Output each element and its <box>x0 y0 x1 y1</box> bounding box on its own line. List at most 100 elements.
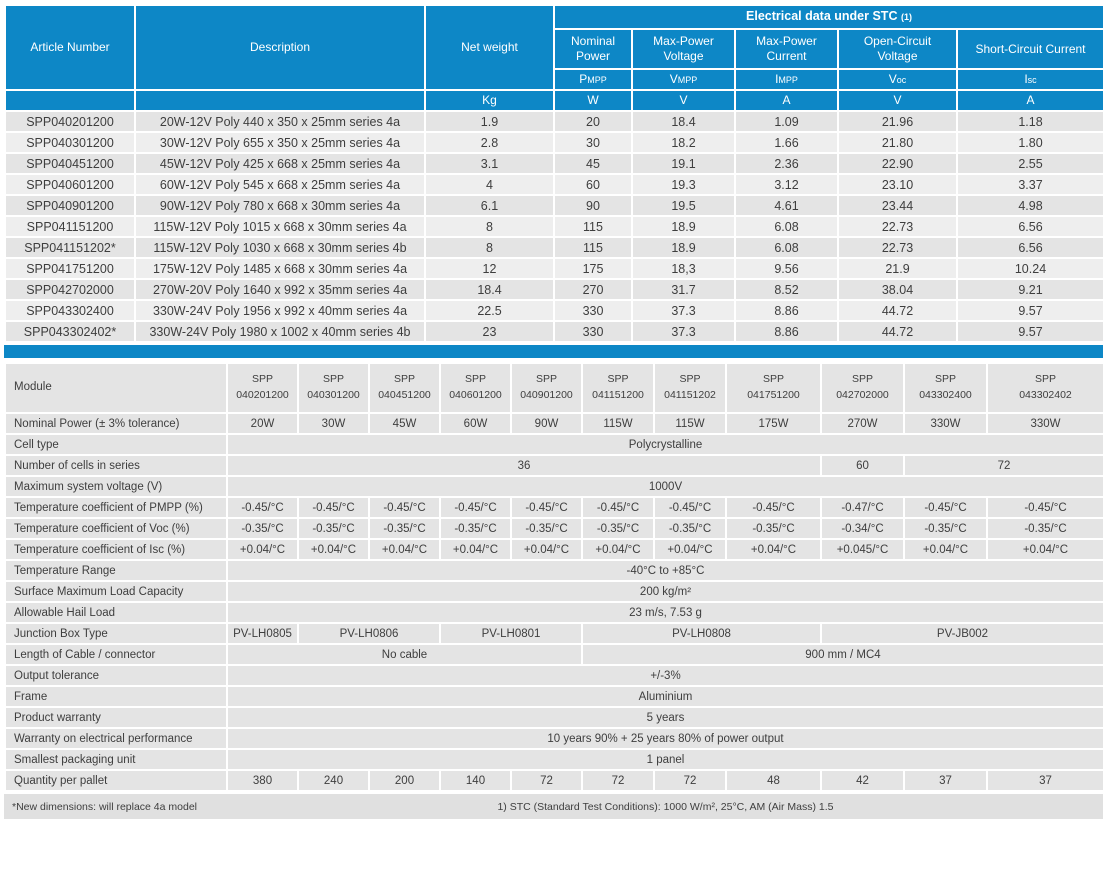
spec-value-cell: 72 <box>581 769 655 792</box>
article-number-cell: SPP043302402* <box>4 320 136 343</box>
spec-label: Frame <box>4 685 228 708</box>
spec-value-cell: 1 panel <box>226 748 1105 771</box>
article-number-header: Article Number <box>4 4 136 91</box>
description-cell: 90W-12V Poly 780 x 668 x 30mm series 4a <box>134 194 426 217</box>
spec-label: Nominal Power (± 3% tolerance) <box>4 412 228 435</box>
spec-value-cell: -0.45/°C <box>903 496 988 519</box>
spec-value-cell: +0.04/°C <box>986 538 1105 561</box>
spec-value-cell: -0.35/°C <box>903 517 988 540</box>
spec-row: Frame Aluminium <box>4 685 1105 708</box>
module-label: Module <box>4 362 228 414</box>
spec-value-cell: 270W <box>820 412 905 435</box>
spec-label: Temperature coefficient of PMPP (%) <box>4 496 228 519</box>
spec-value-cell: 240 <box>297 769 370 792</box>
spec-value-cell: 20W <box>226 412 299 435</box>
pmpp-unit: W <box>553 89 633 112</box>
spec-value-cell: 90W <box>510 412 583 435</box>
spec-value-cell: -0.45/°C <box>226 496 299 519</box>
spec-value-cell: +0.04/°C <box>439 538 512 561</box>
vmpp-cell: 18.4 <box>631 110 736 133</box>
spec-label: Number of cells in series <box>4 454 228 477</box>
voc-cell: 44.72 <box>837 299 958 322</box>
spec-label: Output tolerance <box>4 664 228 687</box>
description-cell: 270W-20V Poly 1640 x 992 x 35mm series 4… <box>134 278 426 301</box>
net-weight-cell: 12 <box>424 257 555 280</box>
spec-value-cell: 140 <box>439 769 512 792</box>
pmpp-cell: 20 <box>553 110 633 133</box>
spec-row: Warranty on electrical performance 10 yea… <box>4 727 1105 750</box>
voc-unit: V <box>837 89 958 112</box>
vmpp-unit: V <box>631 89 736 112</box>
max-power-current-header: Max-Power Current <box>734 28 839 70</box>
spec-row: Product warranty 5 years <box>4 706 1105 729</box>
vmpp-cell: 19.5 <box>631 194 736 217</box>
spec-row: Cell type Polycrystalline <box>4 433 1105 456</box>
impp-unit: A <box>734 89 839 112</box>
spec-value-cell: 30W <box>297 412 370 435</box>
vmpp-cell: 18.9 <box>631 236 736 259</box>
module-header-row: Module SPP 040201200 SPP 040301200 SPP 040451… <box>4 362 1105 414</box>
spec-row: Surface Maximum Load Capacity 200 kg/m² <box>4 580 1105 603</box>
voc-cell: 21.9 <box>837 257 958 280</box>
spec-value-cell: +0.04/°C <box>510 538 583 561</box>
spec-value-cell: 45W <box>368 412 441 435</box>
module-header-cell: SPP 040451200 <box>368 362 441 414</box>
spec-label: Temperature Range <box>4 559 228 582</box>
spec-row: Length of Cable / connector No cable 900 m… <box>4 643 1105 666</box>
net-weight-cell: 3.1 <box>424 152 555 175</box>
vmpp-cell: 31.7 <box>631 278 736 301</box>
spec-value-cell: 900 mm / MC4 <box>581 643 1105 666</box>
spec-value-cell: +0.045/°C <box>820 538 905 561</box>
product-row: SPP040601200 60W-12V Poly 545 x 668 x 25m… <box>4 173 1105 196</box>
spec-value-cell: PV-LH0805 <box>226 622 299 645</box>
spec-value-cell: 175W <box>725 412 822 435</box>
spec-value-cell: -0.35/°C <box>581 517 655 540</box>
net-weight-header: Net weight <box>424 4 555 91</box>
isc-cell: 9.57 <box>956 299 1105 322</box>
spec-row: Quantity per pallet 380 240 200 140 72 72 72 48 4… <box>4 769 1105 792</box>
spec-value-cell: 5 years <box>226 706 1105 729</box>
spec-value-cell: -0.35/°C <box>510 517 583 540</box>
impp-cell: 6.08 <box>734 215 839 238</box>
spec-value-cell: 37 <box>986 769 1105 792</box>
product-row: SPP041151202* 115W-12V Poly 1030 x 668 x … <box>4 236 1105 259</box>
spec-value-cell: 115W <box>653 412 727 435</box>
isc-cell: 1.18 <box>956 110 1105 133</box>
voc-cell: 22.73 <box>837 215 958 238</box>
spec-label: Junction Box Type <box>4 622 228 645</box>
spec-value-cell: 37 <box>903 769 988 792</box>
net-weight-cell: 2.8 <box>424 131 555 154</box>
spec-value-cell: -0.35/°C <box>986 517 1105 540</box>
symbols-row: PMPP VMPP IMPP Voc Isc <box>5 68 1105 91</box>
nominal-power-header: Nominal Power <box>553 28 633 70</box>
article-number-cell: SPP040201200 <box>4 110 136 133</box>
impp-cell: 9.56 <box>734 257 839 280</box>
vmpp-cell: 18.2 <box>631 131 736 154</box>
article-number-cell: SPP040451200 <box>4 152 136 175</box>
module-header-cell: SPP 041151202 <box>653 362 727 414</box>
spec-row: Output tolerance +/-3% <box>4 664 1105 687</box>
spec-label: Cell type <box>4 433 228 456</box>
spec-label: Temperature coefficient of Voc (%) <box>4 517 228 540</box>
spec-value-cell: PV-LH0801 <box>439 622 583 645</box>
stc-footnote-ref: (1) <box>900 12 912 23</box>
pmpp-cell: 115 <box>553 215 633 238</box>
spec-value-cell: -0.35/°C <box>368 517 441 540</box>
net-weight-cell: 23 <box>424 320 555 343</box>
module-header-cell: SPP 040601200 <box>439 362 512 414</box>
product-row: SPP041151200 115W-12V Poly 1015 x 668 x 3… <box>4 215 1105 238</box>
product-row: SPP043302400 330W-24V Poly 1956 x 992 x 4… <box>4 299 1105 322</box>
vmpp-symbol: VMPP <box>631 68 736 91</box>
impp-cell: 8.86 <box>734 320 839 343</box>
net-weight-cell: 8 <box>424 236 555 259</box>
net-weight-unit: Kg <box>424 89 555 112</box>
description-cell: 115W-12V Poly 1030 x 668 x 30mm series 4… <box>134 236 426 259</box>
net-weight-cell: 18.4 <box>424 278 555 301</box>
top-table-body: SPP040201200 20W-12V Poly 440 x 350 x 25m… <box>4 110 1105 343</box>
blank-cell <box>134 89 426 112</box>
spec-value-cell: 1000V <box>226 475 1105 498</box>
blank-cell <box>4 89 136 112</box>
isc-cell: 2.55 <box>956 152 1105 175</box>
spec-value-cell: 72 <box>653 769 727 792</box>
spec-value-cell: 36 <box>226 454 822 477</box>
